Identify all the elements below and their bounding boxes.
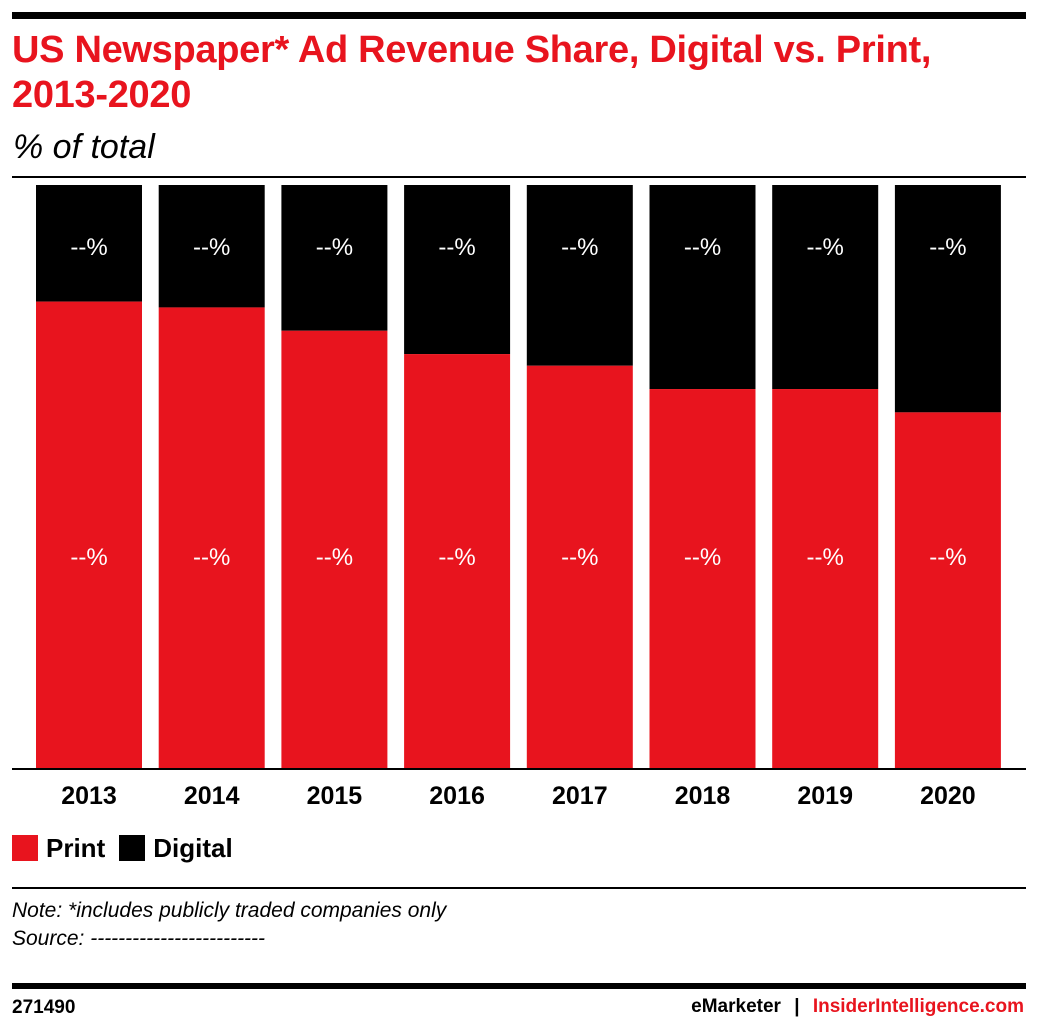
x-tick-label-2018: 2018	[675, 782, 731, 810]
data-label-print-2019: --%	[807, 544, 844, 571]
legend-item-print: Print	[12, 833, 105, 864]
legend-swatch-digital	[119, 835, 146, 861]
bar-print-2019	[772, 389, 879, 768]
x-tick-label-2020: 2020	[920, 782, 976, 810]
data-label-print-2013: --%	[70, 544, 107, 571]
data-label-print-2017: --%	[561, 544, 598, 571]
data-label-print-2018: --%	[684, 544, 721, 571]
brand-insider-link[interactable]: InsiderIntelligence.com	[812, 996, 1024, 1017]
bar-digital-2016	[404, 185, 511, 355]
bar-digital-2014	[158, 185, 265, 308]
legend-label-print: Print	[46, 832, 106, 863]
bar-digital-2020	[894, 185, 1001, 413]
x-tick-label-2017: 2017	[552, 782, 608, 810]
x-tick-label-2013: 2013	[61, 782, 117, 810]
data-label-print-2015: --%	[316, 544, 353, 571]
stacked-bar-chart: --% --% 2013 --% --% 2014 --% --% 2015 --% --% 2016…	[12, 185, 1026, 810]
bar-digital-2015	[281, 185, 388, 331]
brand-emarketer: eMarketer	[691, 996, 781, 1017]
legend-item-digital: Digital	[119, 832, 233, 864]
chart-title: US Newspaper* Ad Revenue Share, Digital …	[12, 29, 932, 116]
bar-digital-2013	[36, 185, 142, 302]
bar-digital-2017	[526, 185, 633, 366]
chart-top-rule	[12, 176, 1026, 178]
source-note: Source: -------------------------	[12, 927, 266, 950]
bar-print-2013	[36, 301, 142, 768]
data-label-digital-2018: --%	[684, 234, 721, 261]
data-label-digital-2019: --%	[807, 234, 844, 261]
x-axis-baseline	[12, 768, 1026, 770]
bar-digital-2019	[772, 185, 879, 390]
chart-subtitle: % of total	[13, 128, 155, 166]
bar-print-2015	[281, 330, 388, 768]
bar-print-2017	[526, 365, 633, 768]
data-label-digital-2014: --%	[193, 234, 230, 261]
footnote: Note: *includes publicly traded companie…	[12, 899, 447, 922]
bar-print-2016	[404, 354, 511, 768]
legend-swatch-print	[12, 835, 38, 861]
brand-separator: |	[794, 996, 800, 1017]
x-tick-label-2016: 2016	[429, 782, 485, 810]
data-label-digital-2017: --%	[561, 234, 598, 261]
x-tick-label-2014: 2014	[184, 782, 240, 810]
footer-brand: eMarketer | InsiderIntelligence.com	[691, 996, 1024, 1018]
legend: Print Digital	[12, 832, 247, 864]
bar-print-2020	[894, 412, 1001, 768]
x-tick-label-2015: 2015	[307, 782, 363, 810]
bar-print-2014	[158, 307, 265, 768]
chart-id: 271490	[12, 997, 76, 1018]
note-rule	[12, 887, 1026, 889]
data-label-digital-2015: --%	[316, 234, 353, 261]
data-label-print-2016: --%	[438, 544, 475, 571]
top-rule	[12, 12, 1026, 19]
bar-print-2018	[649, 389, 756, 768]
data-label-digital-2020: --%	[929, 234, 966, 261]
bottom-rule	[12, 983, 1026, 989]
data-label-print-2020: --%	[929, 544, 966, 571]
legend-label-digital: Digital	[153, 832, 233, 863]
x-tick-label-2019: 2019	[797, 782, 853, 810]
data-label-print-2014: --%	[193, 544, 230, 571]
data-label-digital-2013: --%	[70, 234, 107, 261]
bar-digital-2018	[649, 185, 756, 390]
data-label-digital-2016: --%	[438, 234, 475, 261]
